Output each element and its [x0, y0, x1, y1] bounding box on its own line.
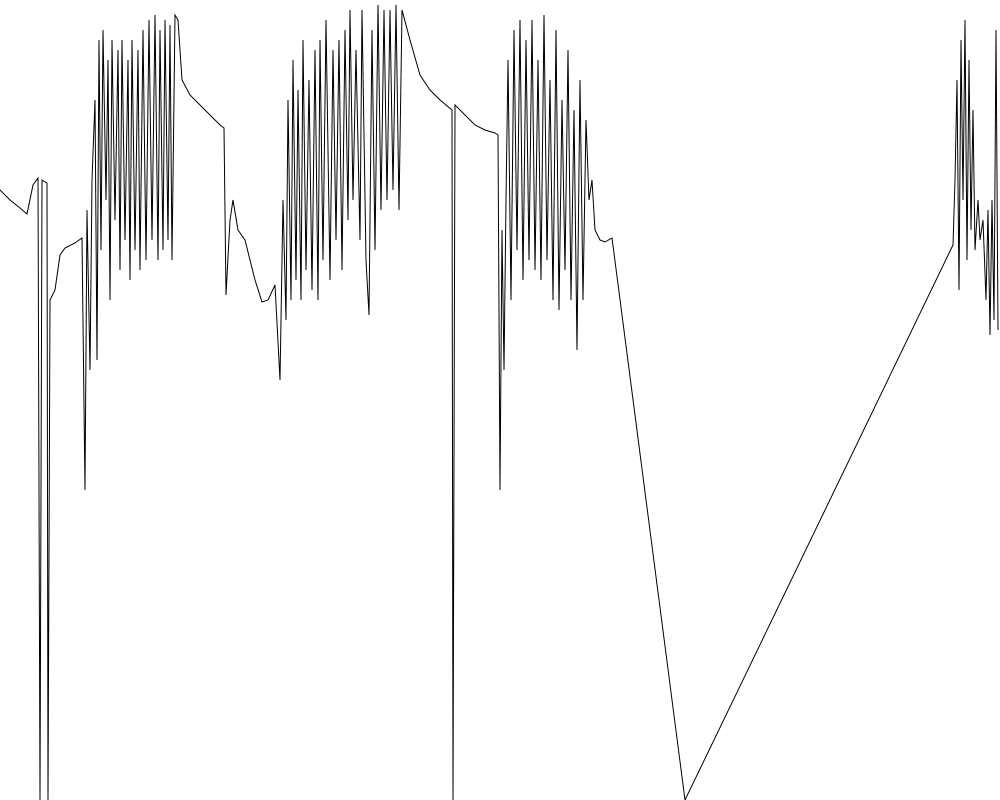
line — [0, 4, 999, 800]
